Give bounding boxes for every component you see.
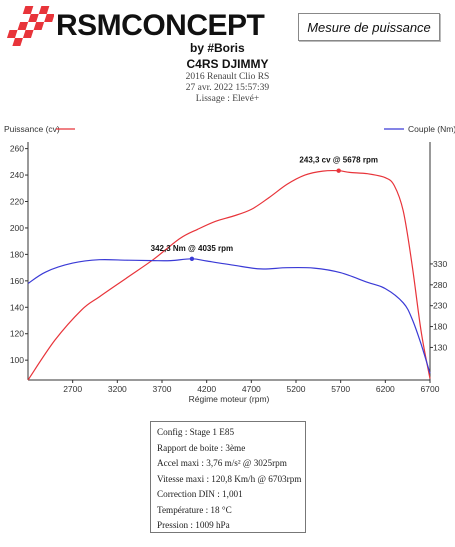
right-tick-label: 230 [433, 301, 447, 311]
info-temperature: Température : 18 °C [157, 504, 232, 515]
torque-series-line [27, 258, 431, 374]
info-din-correction: Correction DIN : 1,001 [157, 489, 243, 499]
info-max-speed: Vitesse maxi : 120,8 Km/h @ 6703rpm [157, 473, 302, 484]
measure-badge: Mesure de puissance [298, 13, 440, 41]
info-pressure: Pression : 1009 hPa [157, 520, 230, 530]
x-tick-label: 6200 [376, 384, 395, 394]
checkered-flag-icon [6, 6, 55, 46]
left-tick-label: 260 [10, 144, 24, 154]
left-tick-label: 140 [10, 302, 24, 312]
x-tick-label: 4700 [242, 384, 261, 394]
power-peak-label: 243,3 cv @ 5678 rpm [299, 156, 378, 165]
rsmconcept-logo: RSMCONCEPT by #Boris [6, 4, 265, 55]
left-tick-label: 220 [10, 197, 24, 207]
info-accel: Accel maxi : 3,76 m/s² @ 3025rpm [157, 458, 287, 468]
x-tick-label: 4200 [197, 384, 216, 394]
power-peak-marker [336, 168, 341, 173]
torque-peak-label: 342,3 Nm @ 4035 rpm [151, 244, 234, 253]
x-tick-label: 3200 [108, 384, 127, 394]
info-config: Config : Stage 1 E85 [157, 427, 235, 437]
left-tick-label: 180 [10, 249, 24, 259]
left-tick-label: 200 [10, 223, 24, 233]
logo-text: RSMCONCEPT [56, 9, 265, 42]
car-model: 2016 Renault Clio RS [185, 72, 270, 82]
right-axis-title: Couple (Nm) [408, 124, 455, 134]
run-date: 27 avr. 2022 15:57:39 [185, 83, 270, 93]
right-tick-label: 130 [433, 342, 447, 352]
power-series-line [27, 169, 431, 381]
left-tick-label: 160 [10, 276, 24, 286]
x-tick-label: 5700 [331, 384, 350, 394]
left-tick-label: 100 [10, 355, 24, 365]
x-tick-label: 3700 [153, 384, 172, 394]
left-axis-title: Puissance (cv) [4, 124, 60, 134]
left-tick-label: 120 [10, 329, 24, 339]
right-tick-label: 280 [433, 280, 447, 290]
x-tick-label: 2700 [63, 384, 82, 394]
x-tick-label: 5200 [287, 384, 306, 394]
run-title: C4RS DJIMMY [186, 57, 269, 71]
dyno-chart: 100 120 140 160 180 200 220 240 260 130 180 230 280 3… [4, 124, 455, 404]
peak-annotations: 243,3 cv @ 5678 rpm 342,3 Nm @ 4035 rpm [151, 156, 378, 261]
torque-peak-marker [189, 256, 195, 261]
axis-ticks: 100 120 140 160 180 200 220 240 260 130 180 230 280 3… [10, 144, 448, 394]
left-tick-label: 240 [10, 170, 24, 180]
run-info-box: Config : Stage 1 E85 Rapport de boite : … [150, 421, 306, 533]
x-axis-title: Régime moteur (rpm) [189, 394, 270, 404]
logo-subtitle: by #Boris [190, 41, 245, 55]
x-tick-label: 6700 [421, 384, 440, 394]
info-gear: Rapport de boite : 3ème [157, 442, 246, 453]
right-tick-label: 180 [433, 322, 447, 332]
right-tick-label: 330 [433, 259, 447, 269]
smoothing-label: Lissage : Elevé+ [195, 94, 260, 104]
